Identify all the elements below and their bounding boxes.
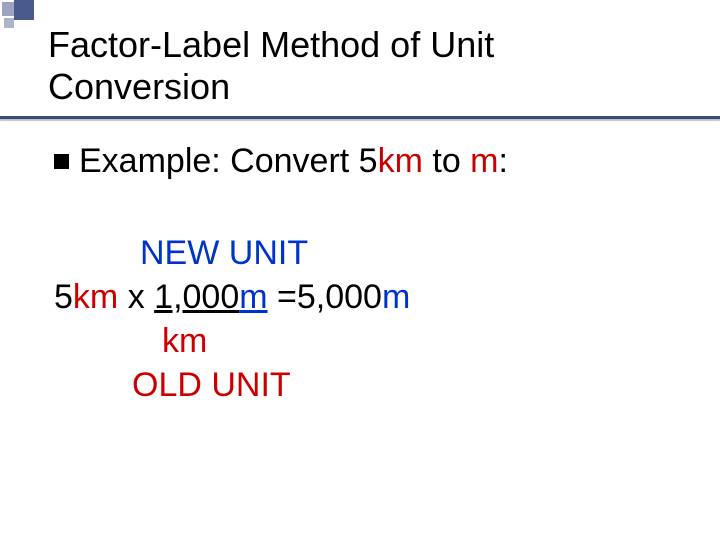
bullet-km: km [378, 142, 423, 180]
bullet-mid: Convert 5 [221, 142, 378, 180]
bullet-prefix: Example: [79, 142, 221, 180]
new-unit-label: NEW UNIT [140, 232, 308, 275]
km-denom-text: km [162, 322, 207, 360]
old-unit-text: OLD UNIT [132, 366, 291, 404]
bullet-m: m [470, 142, 498, 180]
corner-decoration [0, 0, 40, 36]
math-result-unit: m [382, 278, 410, 316]
math-km: km [73, 278, 118, 316]
math-eq: =5,000 [268, 278, 382, 316]
km-denominator: km [162, 320, 207, 363]
math-times: x [118, 278, 154, 316]
bullet-text: Example: Convert 5km to m: [79, 142, 508, 181]
old-unit-label: OLD UNIT [132, 364, 291, 407]
math-factor-unit: m [239, 278, 267, 316]
title-line-1: Factor-Label Method of Unit [48, 24, 494, 65]
math-five: 5 [54, 278, 73, 316]
conversion-math: 5km x 1,000m =5,000m [54, 276, 410, 319]
title-line-2: Conversion [48, 66, 230, 107]
slide-title: Factor-Label Method of Unit Conversion [48, 24, 494, 109]
square-bullet-icon [54, 154, 69, 169]
new-unit-text: NEW UNIT [140, 234, 308, 272]
math-factor: 1,000 [154, 278, 239, 316]
bullet-row: Example: Convert 5km to m: [54, 142, 508, 181]
bullet-to: to [423, 142, 470, 180]
bullet-colon: : [499, 142, 508, 180]
horizontal-rule [0, 116, 720, 119]
